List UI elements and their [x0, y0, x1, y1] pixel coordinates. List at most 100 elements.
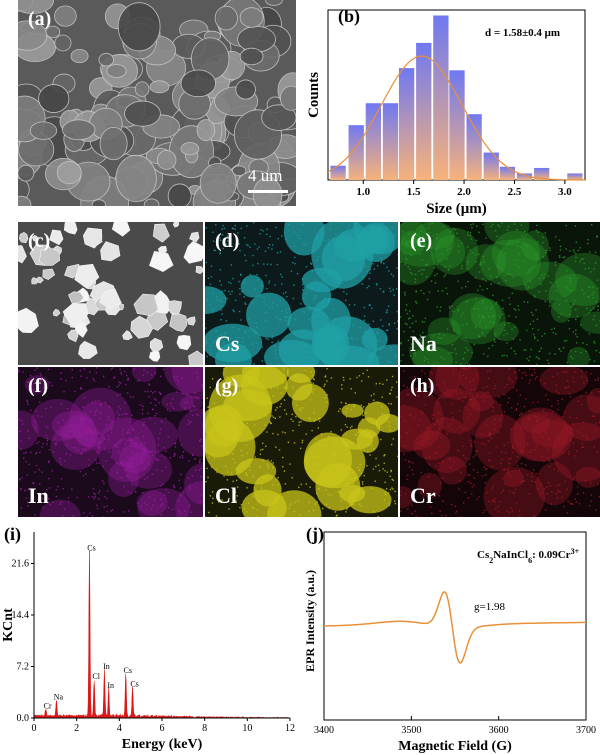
- signal-dot: [516, 455, 519, 458]
- signal-dot: [562, 505, 565, 508]
- signal-dot: [404, 322, 407, 325]
- signal-dot: [246, 487, 248, 489]
- signal-dot: [108, 385, 110, 388]
- grain: [18, 0, 54, 14]
- signal-dot: [219, 292, 221, 294]
- grain: [214, 5, 238, 31]
- signal-dot: [187, 423, 190, 426]
- signal-dot: [41, 516, 43, 517]
- signal-dot: [465, 323, 468, 325]
- signal-dot: [503, 334, 505, 337]
- signal-dot: [284, 386, 287, 388]
- signal-dot: [77, 449, 79, 452]
- signal-dot: [224, 289, 226, 292]
- signal-dot: [478, 231, 480, 234]
- signal-dot: [535, 356, 538, 358]
- signal-dot: [563, 256, 566, 258]
- signal-dot: [277, 387, 279, 389]
- signal-dot: [89, 420, 92, 423]
- signal-dot: [579, 247, 581, 249]
- signal-dot: [293, 354, 295, 357]
- signal-dot: [532, 314, 534, 316]
- signal-dot: [334, 511, 337, 513]
- signal-dot: [268, 282, 270, 284]
- signal-dot: [462, 445, 464, 448]
- signal-dot: [429, 506, 432, 508]
- signal-dot: [28, 437, 31, 440]
- signal-dot: [512, 447, 514, 449]
- signal-dot: [452, 416, 454, 418]
- signal-dot: [282, 456, 284, 459]
- signal-dot: [467, 474, 469, 476]
- signal-dot: [242, 337, 244, 339]
- signal-dot: [489, 370, 491, 372]
- signal-dot: [212, 342, 215, 344]
- signal-dot: [391, 375, 394, 378]
- signal-dot: [412, 473, 414, 475]
- signal-dot: [30, 451, 32, 454]
- signal-dot: [342, 282, 345, 284]
- signal-dot: [490, 275, 492, 277]
- signal-dot: [357, 444, 360, 447]
- signal-dot: [239, 506, 241, 509]
- signal-dot: [478, 335, 480, 337]
- signal-dot: [144, 478, 146, 480]
- signal-dot: [294, 374, 297, 376]
- signal-dot: [178, 510, 180, 513]
- signal-dot: [235, 500, 237, 502]
- signal-dot: [137, 468, 139, 471]
- x-axis-label: Magnetic Field (G): [398, 739, 512, 754]
- signal-dot: [72, 446, 75, 449]
- signal-dot: [241, 291, 243, 293]
- signal-dot: [223, 363, 225, 365]
- signal-dot: [575, 450, 578, 452]
- signal-dot: [144, 501, 146, 504]
- signal-dot: [346, 293, 348, 295]
- signal-dot: [456, 510, 458, 512]
- signal-dot: [357, 431, 359, 434]
- signal-dot: [521, 377, 523, 379]
- signal-dot: [180, 444, 183, 446]
- signal-dot: [492, 410, 494, 412]
- signal-dot: [485, 474, 487, 476]
- signal-dot: [501, 313, 503, 316]
- signal-dot: [148, 496, 151, 498]
- signal-dot: [564, 480, 567, 483]
- signal-dot: [231, 343, 233, 346]
- element-cluster: [18, 410, 39, 450]
- signal-dot: [582, 435, 585, 437]
- signal-dot: [589, 482, 592, 484]
- signal-dot: [259, 391, 262, 393]
- signal-dot: [351, 471, 354, 474]
- signal-dot: [324, 298, 326, 300]
- signal-dot: [419, 253, 421, 255]
- signal-dot: [104, 495, 106, 498]
- signal-dot: [403, 280, 406, 282]
- signal-dot: [147, 383, 150, 385]
- signal-dot: [298, 378, 300, 381]
- signal-dot: [375, 457, 377, 460]
- signal-dot: [291, 477, 293, 479]
- element-cluster: [483, 466, 545, 517]
- signal-dot: [576, 342, 578, 344]
- signal-dot: [380, 438, 382, 441]
- element-cluster: [171, 367, 203, 400]
- signal-dot: [61, 514, 64, 517]
- particle: [63, 222, 78, 235]
- signal-dot: [412, 348, 415, 351]
- signal-dot: [404, 291, 406, 294]
- signal-dot: [227, 281, 230, 283]
- signal-dot: [249, 418, 252, 420]
- signal-dot: [235, 468, 237, 470]
- signal-dot: [361, 483, 364, 485]
- signal-dot: [120, 476, 123, 479]
- signal-dot: [552, 285, 555, 287]
- signal-dot: [192, 405, 194, 407]
- signal-dot: [318, 487, 320, 490]
- x-tick-label: 3500: [401, 725, 421, 736]
- signal-dot: [469, 249, 472, 252]
- signal-dot: [284, 387, 287, 390]
- signal-dot: [212, 292, 214, 294]
- signal-dot: [535, 363, 538, 365]
- signal-dot: [309, 399, 312, 401]
